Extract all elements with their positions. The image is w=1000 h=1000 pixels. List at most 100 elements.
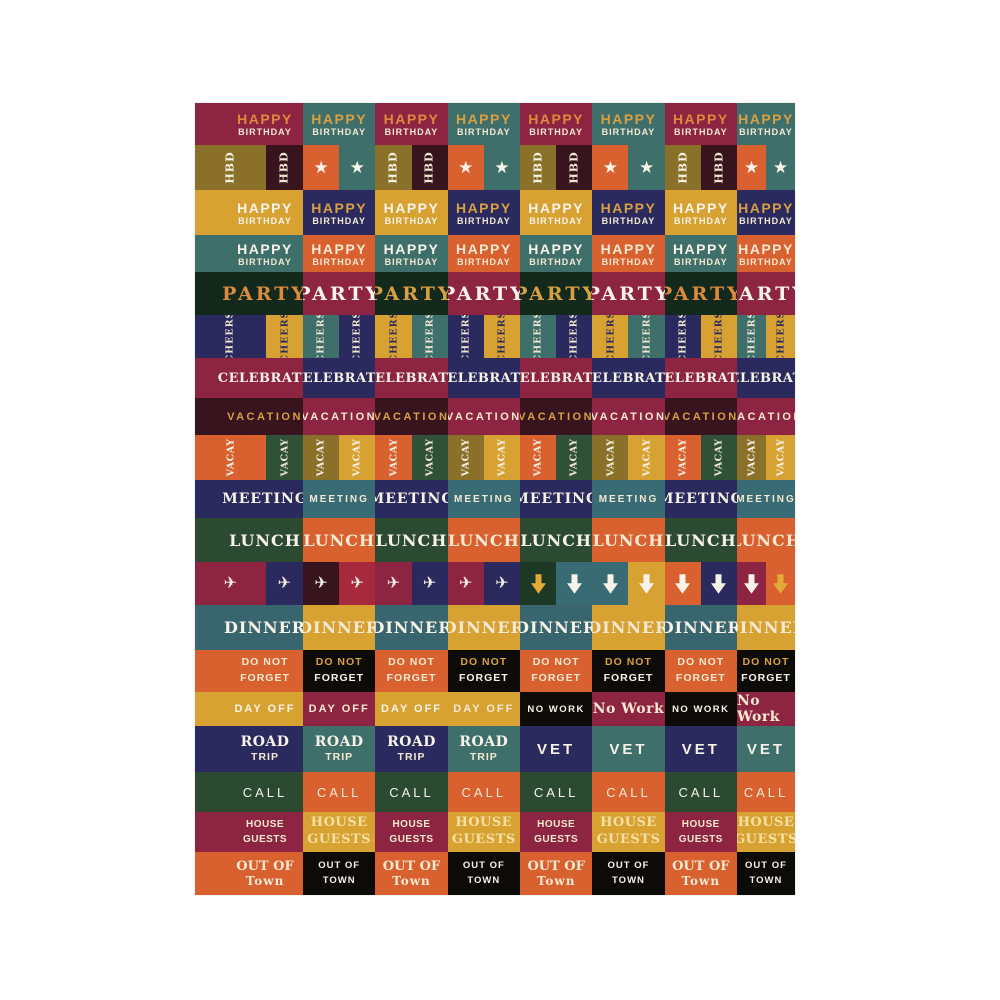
sticker-text-guests: GUESTS [307, 832, 372, 847]
sticker-meeting: MEETING [664, 480, 737, 518]
sticker-text-party: PARTY [222, 282, 303, 305]
sticker-day-off: DAY OFF [303, 692, 376, 726]
sticker-house-guests: HOUSE GUESTS [736, 812, 795, 852]
sticker-text-road: ROAD [314, 734, 364, 751]
sticker-do-not-forget: DO NOT FORGET [664, 650, 737, 692]
sticker-text-meeting: MEETING [222, 491, 303, 507]
sticker-do-not-forget: DO NOT FORGET [519, 650, 593, 692]
sticker-text-happy: HAPPY [311, 199, 368, 216]
sticker-text-hbd: HBD [531, 151, 545, 184]
sticker-vacay-pair: VACAY VACAY [736, 435, 795, 480]
sticker-happy-birthday: HAPPY BIRTHDAY [303, 190, 376, 235]
sticker-text-birthday: BIRTHDAY [312, 256, 366, 267]
sticker-lunch: LUNCH [664, 518, 737, 562]
sticker-half [700, 562, 737, 605]
sticker-half: HBD [664, 145, 701, 190]
sticker-text-day-off: DAY OFF [453, 703, 515, 715]
sticker-text-party: PARTY [303, 282, 376, 305]
sticker-half: HBD [556, 145, 593, 190]
sticker-text-celebrate: CELEBRATE [737, 370, 795, 386]
sticker-text-hbd: HBD [277, 151, 291, 184]
sticker-text-guests: GUESTS [451, 832, 516, 847]
sticker-celebrate: CELEBRATE [664, 358, 737, 398]
sticker-half: VACAY [447, 435, 484, 480]
down-arrow-icon [743, 573, 759, 594]
sticker-half: ✈ [265, 562, 303, 605]
sticker-text-lunch: LUNCH [592, 530, 665, 550]
sticker-text-meeting: MEETING [664, 491, 737, 507]
sticker-text-house: HOUSE [537, 819, 576, 830]
sticker-text-happy: HAPPY [237, 111, 293, 127]
sticker-row-celebrate: CELEBRATECELEBRATECELEBRATECELEBRATECELE… [195, 358, 795, 398]
sticker-vacay-pair: VACAY VACAY [592, 435, 665, 480]
sticker-text-cheers: CHEERS [745, 315, 757, 358]
sticker-half: CHEERS [664, 315, 701, 358]
sticker-cheers-pair: CHEERS CHEERS [195, 315, 303, 358]
sticker-travel-icons-pair [592, 562, 665, 605]
sticker-vacay-pair: VACAY VACAY [447, 435, 520, 480]
sticker-text-happy: HAPPY [455, 111, 512, 127]
sticker-lunch: LUNCH [519, 518, 593, 562]
sticker-half: HBD [265, 145, 303, 190]
sticker-out-of-town: OUT OF TOWN [447, 852, 520, 895]
sticker-text-happy: HAPPY [738, 240, 794, 257]
sticker-house-guests: HOUSE GUESTS [195, 812, 303, 852]
sticker-celebrate: CELEBRATE [592, 358, 665, 398]
sticker-text-party: PARTY [375, 282, 448, 305]
sticker-happy-birthday: HAPPY BIRTHDAY [195, 190, 303, 235]
sticker-text-call: CALL [242, 784, 288, 800]
sticker-vacay-pair: VACAY VACAY [375, 435, 448, 480]
sticker-text-happy: HAPPY [237, 199, 293, 216]
sticker-vet: VET [592, 726, 665, 772]
sticker-text-birthday: BIRTHDAY [673, 127, 728, 137]
sticker-half: VACAY [339, 435, 376, 480]
sticker-text-no-work: No Work [736, 693, 780, 725]
down-arrow-icon [530, 573, 546, 594]
sticker-text-birthday: BIRTHDAY [312, 127, 366, 137]
sticker-text-birthday: BIRTHDAY [238, 215, 292, 226]
sticker-text-cheers: CHEERS [641, 315, 653, 358]
sticker-no-work: No Work [592, 692, 665, 726]
sticker-happy-birthday: HAPPY BIRTHDAY [195, 235, 303, 272]
sticker-text-do-not: DO NOT [742, 656, 790, 669]
sticker-text-no-work: NO WORK [672, 703, 730, 715]
sticker-hbd-stars-pair: HBD HBD [375, 145, 448, 190]
sticker-celebrate: CELEBRATE [736, 358, 795, 398]
sticker-text-birthday: BIRTHDAY [456, 256, 511, 267]
sticker-text-vacation: VACATION [303, 410, 376, 423]
sticker-vacation: VACATION [195, 398, 303, 435]
sticker-text-meeting: MEETING [736, 493, 795, 505]
sticker-out-of-town: OUT OF TOWN [303, 852, 376, 895]
sticker-text-vacation: VACATION [447, 410, 520, 423]
sticker-out-of-town: OUT OF Town [664, 852, 737, 895]
sticker-half [628, 562, 665, 605]
sticker-text-celebrate: CELEBRATE [519, 370, 593, 386]
sticker-lunch: LUNCH [447, 518, 520, 562]
down-arrow-icon [566, 573, 582, 594]
down-arrow-icon [772, 573, 788, 594]
sticker-hbd-stars-pair: HBD HBD [519, 145, 593, 190]
sticker-sheet: HAPPY BIRTHDAY HAPPY BIRTHDAY HAPPY BIRTHDAY H… [195, 103, 795, 895]
sticker-do-not-forget: DO NOT FORGET [303, 650, 376, 692]
sticker-text-cheers: CHEERS [224, 315, 236, 358]
sticker-text-birthday: BIRTHDAY [739, 256, 793, 267]
sticker-text-trip: TRIP [397, 750, 426, 763]
sticker-happy-birthday: HAPPY BIRTHDAY [664, 103, 737, 145]
sticker-happy-birthday: HAPPY BIRTHDAY [447, 103, 520, 145]
sticker-text-happy: HAPPY [383, 111, 440, 127]
sticker-text-happy: HAPPY [738, 199, 794, 216]
sticker-text-lunch: LUNCH [447, 530, 520, 550]
sticker-text-call: CALL [533, 784, 579, 800]
sticker-dinner: DINNER [519, 605, 593, 650]
sticker-celebrate: CELEBRATE [447, 358, 520, 398]
sticker-happy-birthday: HAPPY BIRTHDAY [664, 235, 737, 272]
sticker-happy-birthday: HAPPY BIRTHDAY [375, 190, 448, 235]
sticker-text-lunch: LUNCH [229, 530, 301, 550]
sticker-vet: VET [664, 726, 737, 772]
sticker-text-town: Town [536, 874, 576, 889]
sticker-text-cheers: CHEERS [532, 315, 544, 358]
sticker-text-cheers: CHEERS [424, 315, 436, 358]
star-icon: ★ [602, 158, 619, 177]
sticker-row-dinner: DINNER DINNER DINNER DINNER DINNER DINNER DINN… [195, 605, 795, 650]
sticker-dinner: DINNER [664, 605, 737, 650]
